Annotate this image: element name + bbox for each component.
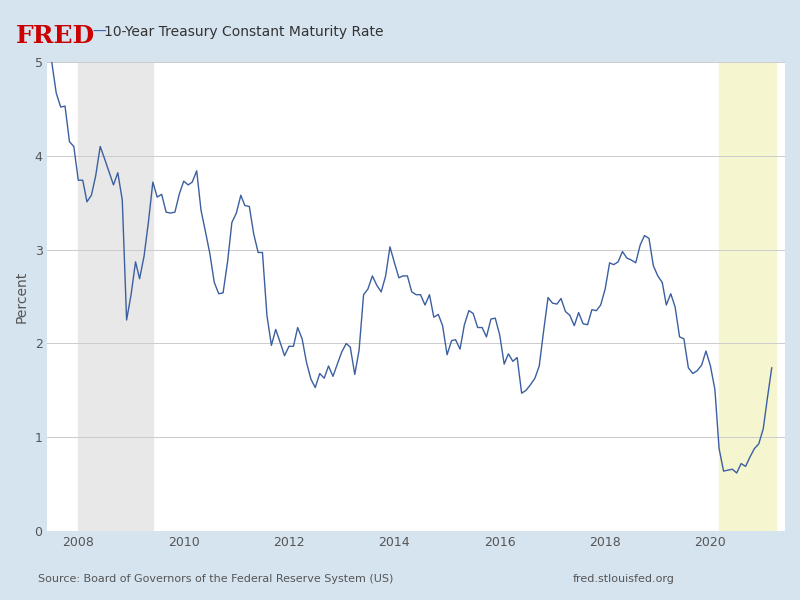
- Bar: [78, 62, 153, 531]
- Text: Source: Board of Governors of the Federal Reserve System (US): Source: Board of Governors of the Federa…: [38, 574, 394, 584]
- Text: fred.stlouisfed.org: fred.stlouisfed.org: [573, 574, 675, 584]
- Text: FRED: FRED: [16, 24, 95, 48]
- Text: 10-Year Treasury Constant Maturity Rate: 10-Year Treasury Constant Maturity Rate: [104, 25, 383, 39]
- Text: —: —: [92, 25, 106, 39]
- Y-axis label: Percent: Percent: [15, 271, 29, 323]
- Bar: [719, 62, 776, 531]
